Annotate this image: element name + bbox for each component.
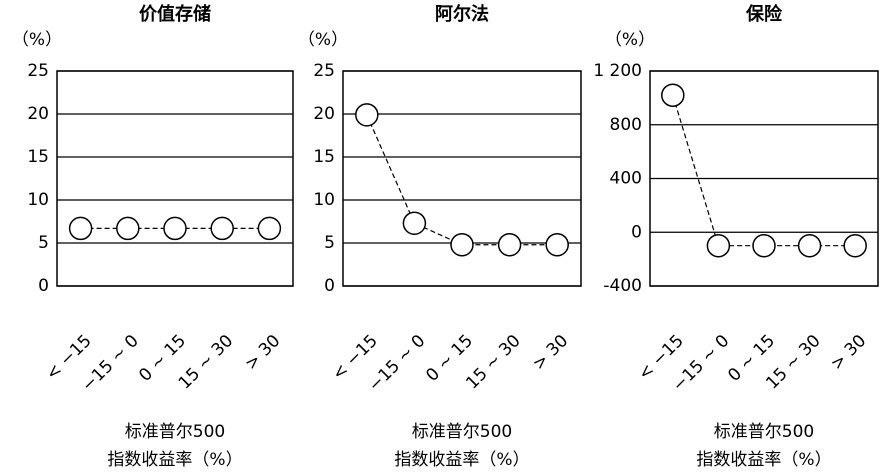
panel-title: 价值存储 (139, 3, 211, 25)
y-tick-label: 20 (313, 104, 335, 124)
y-tick-label: 0 (631, 222, 642, 242)
data-point (210, 216, 234, 241)
y-tick-label: 10 (313, 190, 335, 210)
data-point (661, 83, 685, 107)
plot-frame (342, 70, 582, 287)
y-tick-label: 10 (27, 190, 49, 210)
panel-title: 阿尔法 (435, 3, 489, 25)
y-tick-label: 0 (38, 276, 49, 296)
y-unit-label: （%） (12, 30, 62, 50)
x-axis-label: 标准普尔500 (714, 422, 814, 442)
data-point (116, 216, 140, 241)
data-point (257, 216, 282, 241)
x-tick-label: > 30 (241, 331, 284, 374)
data-point (402, 211, 427, 235)
y-tick-label: 25 (313, 61, 335, 81)
data-line (672, 95, 856, 247)
panel-title: 保险 (745, 3, 783, 25)
data-point (68, 216, 93, 241)
x-axis-label: 指数收益率（%） (394, 450, 529, 470)
plot-frame (56, 70, 294, 287)
y-tick-label: 5 (324, 233, 335, 253)
y-tick-label: 400 (610, 169, 642, 189)
y-tick-label: 20 (27, 104, 49, 124)
x-tick-label: > 30 (529, 331, 572, 374)
y-tick-label: 15 (27, 147, 49, 167)
y-tick-label: 0 (324, 276, 335, 296)
x-tick-label: > 30 (827, 331, 870, 374)
data-point (355, 103, 379, 127)
y-unit-label: （%） (298, 30, 348, 50)
data-point (450, 232, 474, 257)
y-unit-label: （%） (605, 30, 655, 50)
x-axis-label: 指数收益率（%） (696, 450, 831, 470)
data-point (545, 232, 569, 257)
data-point (706, 233, 731, 258)
data-point (163, 216, 187, 241)
plot-frame (649, 70, 879, 287)
y-tick-label: 25 (27, 61, 49, 81)
data-point (797, 233, 822, 258)
data-point (752, 233, 776, 258)
x-axis-label: 标准普尔500 (125, 422, 225, 442)
x-axis-label: 标准普尔500 (412, 422, 512, 442)
y-tick-label: 800 (610, 115, 642, 135)
y-tick-label: 15 (313, 147, 335, 167)
x-axis-label: 指数收益率（%） (107, 450, 242, 470)
y-tick-label: 5 (38, 233, 49, 253)
data-point (843, 233, 867, 258)
y-tick-label: -400 (603, 276, 642, 296)
data-point (497, 232, 522, 257)
y-tick-label: 1 200 (593, 61, 642, 81)
data-line (366, 114, 558, 246)
